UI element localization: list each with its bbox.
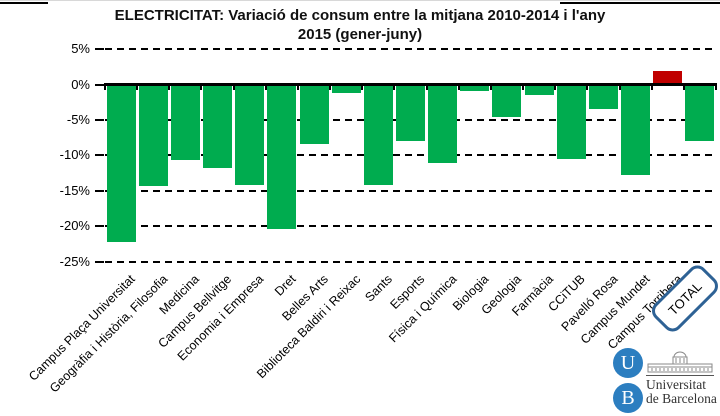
bar-Medicina [170,85,200,160]
gridline--20% [105,225,717,228]
bar-Campus Torribera [653,71,683,84]
x-axis-tick [200,86,203,90]
ub-logo-divider [646,375,714,376]
ub-logo-letter-u: U [620,351,636,374]
y-axis-label: -5% [66,111,90,127]
x-axis-tick [586,86,589,90]
x-axis-tick [522,86,525,90]
bar-CCiTUB [556,85,586,160]
bar-Biblioteca Baldiri i Reixac [331,85,361,93]
bar-Física i Química [428,85,458,164]
y-axis-tick-0% [95,83,104,86]
x-axis-tick [329,86,332,90]
bar-Esports [396,85,425,141]
gridline--25% [105,260,717,263]
x-axis-tick [104,86,106,90]
x-axis-tick [393,86,396,90]
ub-building-icon [647,351,713,373]
x-axis-tick [168,86,171,90]
x-axis-tick [425,86,428,90]
x-axis-tick [715,86,717,90]
ub-logo-name: Universitat de Barcelona [646,378,717,406]
x-axis-tick [618,86,621,90]
total-category-box: TOTAL [647,261,720,336]
bar-Dret [267,85,297,230]
x-axis-tick [682,86,685,90]
bar-TOTAL [685,85,715,141]
bar-Geogràfia i Història, Filosofia [138,85,168,187]
chart-title-line2: 2015 (gener-juny) [297,26,423,43]
x-axis-tick [136,86,139,90]
bar-Campus Plaça Universitat [106,85,136,242]
ub-logo-circle-b: B [613,383,643,413]
frame-top-line-left [0,2,48,4]
y-axis-label: -25% [59,253,90,269]
frame-top-line-right [560,2,720,4]
bar-Economia i Empresa [235,85,265,185]
x-axis-tick [554,86,557,90]
x-axis-tick [296,86,299,90]
bar-Biologia [460,85,490,92]
x-axis-label-Dret: Dret [272,272,299,299]
y-axis-tick--5% [95,118,104,121]
y-axis-label: -15% [59,182,90,198]
gridline--15% [105,189,717,192]
x-axis-tick [489,86,492,90]
x-axis-tick [457,86,460,90]
y-axis-label: 5% [71,41,90,57]
gridline-5% [105,48,717,51]
y-axis-tick-5% [95,48,104,51]
ub-logo-name-line1: Universitat [646,377,706,392]
x-axis-tick [650,86,653,90]
y-axis-tick--15% [95,189,104,192]
bar-Pavelló Rosa [588,85,618,109]
ub-logo-circle-u: U [613,348,643,378]
y-axis-label: -10% [59,147,90,163]
chart-title: ELECTRICITAT: Variació de consum entre l… [30,6,690,44]
ub-logo-name-line2: de Barcelona [646,391,717,406]
bar-Sants [363,85,393,186]
gridline--10% [105,154,717,157]
bar-Belles Arts [299,85,329,144]
bar-Geologia [492,85,522,118]
x-axis-tick [232,86,235,90]
x-axis-tick [264,86,267,90]
x-axis-tick [361,86,364,90]
y-axis-tick--25% [95,260,104,263]
y-axis-label: -20% [59,218,90,234]
y-axis-tick--20% [95,225,104,228]
bar-Campus Bellvitge [203,85,233,168]
x-axis-zero-line [104,83,717,86]
y-axis-label: 0% [71,76,90,92]
chart-title-line1: ELECTRICITAT: Variació de consum entre l… [114,7,606,24]
bar-Campus Mundet [621,85,651,175]
y-axis-tick--10% [95,154,104,157]
ub-logo-letter-b: B [621,386,635,409]
image-top-edge [0,0,720,1]
bar-Farmàcia [524,85,554,96]
